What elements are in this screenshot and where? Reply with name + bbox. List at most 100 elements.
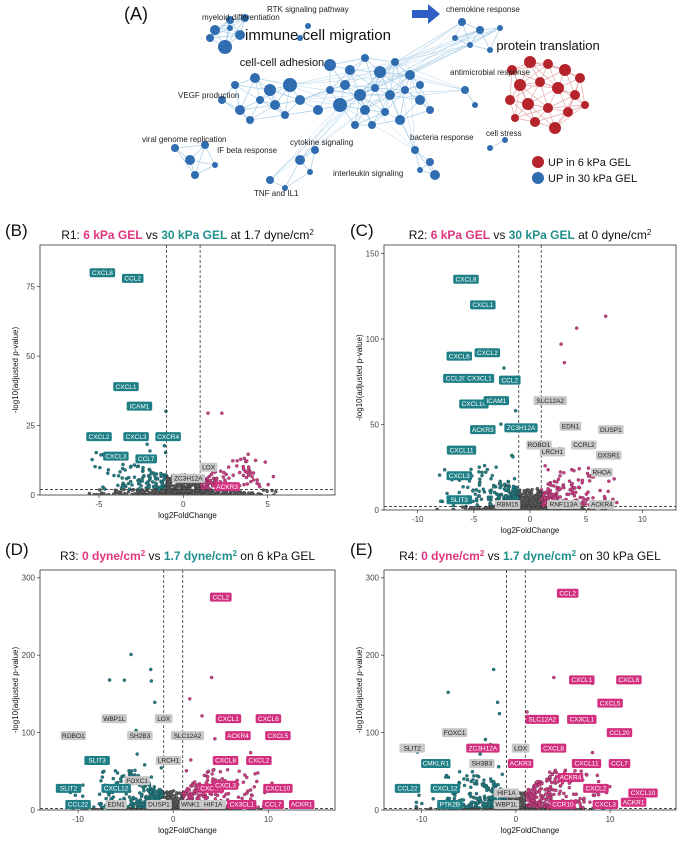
gene-label: CXCL2	[583, 783, 609, 793]
gene-label-text: RHOA	[592, 470, 611, 477]
network-node-up30	[295, 95, 305, 105]
title-part: 1.7 dyne/cm	[164, 549, 233, 563]
data-point	[482, 794, 487, 799]
y-tick-label: 100	[366, 729, 380, 738]
data-point	[558, 474, 562, 478]
data-point	[103, 487, 107, 491]
net-label-cellstress: cell stress	[486, 129, 522, 138]
data-point	[242, 482, 246, 487]
data-point	[187, 489, 191, 493]
gene-label: DUSP1	[146, 800, 172, 809]
data-point	[205, 795, 210, 800]
data-point	[478, 752, 482, 756]
net-label-rtk: RTK signaling pathway	[267, 5, 349, 14]
volcano-panel-d: (D) R3: 0 dyne/cm2 vs 1.7 dyne/cm2 on 6 k…	[5, 540, 336, 835]
data-point	[202, 493, 206, 495]
data-point	[261, 488, 266, 492]
data-point	[159, 479, 163, 484]
gene-label-text: CCRL2	[573, 442, 595, 449]
gene-label-box	[126, 401, 153, 411]
data-point	[274, 489, 278, 494]
network-node-up30	[313, 105, 323, 115]
data-point	[130, 493, 135, 495]
gene-label: WBP1L	[101, 714, 127, 724]
gene-label-text: CXCL10	[462, 401, 487, 408]
data-point	[530, 487, 534, 492]
network-edge	[299, 74, 411, 101]
data-point	[107, 492, 111, 495]
network-edge	[394, 61, 466, 91]
data-point	[253, 458, 258, 463]
data-point	[483, 803, 488, 807]
network-edge	[414, 149, 436, 176]
data-point	[255, 779, 259, 784]
net-label-myeloid: myeloid differentiation	[202, 13, 280, 22]
network-node-up30	[264, 84, 276, 96]
network-edge	[284, 171, 311, 189]
network-node-up30	[395, 115, 405, 125]
data-point	[524, 791, 528, 795]
data-point	[446, 690, 450, 695]
data-point	[552, 479, 557, 484]
gene-label: WBP1L	[493, 800, 520, 809]
plot-frame	[39, 569, 336, 811]
data-point	[87, 491, 92, 495]
data-point	[579, 769, 583, 773]
x-tick-label: -10	[416, 815, 428, 824]
network-node-up6	[549, 122, 561, 134]
gene-label-box	[591, 467, 613, 477]
data-point	[487, 795, 492, 800]
volcano-panel-b: (B) R1: 6 kPa GEL vs 30 kPa GEL at 1.7 dy…	[5, 221, 336, 520]
data-point	[472, 774, 476, 778]
network-edge	[394, 21, 463, 63]
gene-label-box	[89, 268, 116, 278]
data-point	[135, 752, 139, 756]
data-point	[128, 465, 133, 469]
gene-label: ACKR4	[589, 500, 615, 509]
gene-label-text: CXCL6	[449, 353, 470, 360]
data-point	[146, 493, 150, 495]
data-point	[531, 798, 536, 803]
net-label-protein: protein translation	[496, 38, 599, 53]
title-part: 6 kPa GEL	[83, 228, 142, 242]
data-point	[543, 496, 547, 500]
gene-label-text: CXCL5	[600, 700, 621, 707]
data-point	[153, 477, 158, 481]
gene-label-box	[470, 425, 496, 435]
data-point	[472, 796, 476, 800]
data-point	[97, 792, 102, 796]
gene-label-text: SLC12A2	[174, 733, 202, 740]
data-point	[437, 473, 442, 477]
data-point	[479, 497, 484, 501]
data-point	[535, 487, 540, 491]
title-part: at 1.7 dyne/cm	[227, 228, 309, 242]
data-point	[548, 774, 552, 779]
data-point	[189, 758, 193, 762]
network-edge	[194, 144, 206, 176]
gene-label-text: LRCH1	[542, 449, 564, 456]
gene-label: CXCL10	[459, 399, 489, 409]
data-point	[249, 479, 253, 484]
data-point	[529, 788, 534, 792]
data-point	[149, 679, 154, 683]
data-point	[222, 470, 226, 475]
data-point	[607, 479, 611, 483]
gene-label-text: CXCL1	[218, 716, 239, 723]
gene-label: CXCL8	[453, 274, 479, 284]
data-point	[596, 779, 601, 784]
x-tick-label: 10	[264, 815, 273, 824]
data-point	[245, 459, 249, 463]
data-point	[240, 796, 244, 801]
data-point	[197, 492, 201, 495]
data-point	[572, 494, 577, 498]
data-point	[148, 796, 152, 801]
network-node-up30	[281, 111, 289, 119]
data-point	[530, 497, 534, 502]
data-point	[547, 795, 552, 800]
data-point	[465, 778, 470, 782]
gene-label: ROBO1	[526, 440, 552, 450]
gene-label: PTK2B	[437, 800, 463, 809]
data-point	[539, 796, 544, 801]
gene-label: LOX	[199, 462, 218, 472]
gene-label-box	[155, 432, 181, 442]
